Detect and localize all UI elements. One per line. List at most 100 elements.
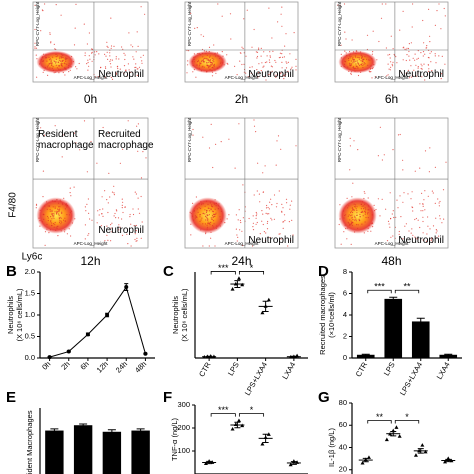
event-dot (421, 68, 423, 70)
event-dot (84, 52, 86, 54)
event-dot (91, 52, 93, 54)
event-dot (111, 191, 114, 193)
event-dot (283, 78, 285, 80)
event-dot (262, 191, 264, 193)
event-dot (439, 218, 441, 220)
event-dot (245, 72, 247, 74)
event-dot (405, 72, 407, 74)
event-dot (214, 215, 216, 217)
event-dot (73, 132, 75, 134)
event-dot (195, 76, 197, 78)
event-dot (116, 210, 118, 212)
event-dot (270, 217, 272, 219)
event-dot (424, 209, 426, 211)
event-dot (189, 211, 191, 213)
event-dot (345, 38, 347, 40)
event-dot (368, 209, 370, 211)
event-dot (351, 39, 353, 41)
event-dot (211, 64, 213, 66)
event-dot (356, 60, 358, 62)
event-dot (214, 69, 216, 71)
event-dot (268, 59, 270, 61)
event-dot (87, 234, 89, 236)
event-dot (441, 55, 443, 58)
event-dot (351, 217, 353, 219)
event-dot (59, 222, 61, 224)
event-dot (255, 223, 257, 225)
event-dot (140, 56, 142, 58)
error-bar (416, 317, 425, 326)
event-dot (419, 167, 421, 169)
panel-letter: C (163, 263, 174, 280)
event-dot (436, 230, 438, 232)
event-dot (66, 205, 68, 207)
event-dot (268, 208, 270, 210)
event-dot (219, 62, 222, 64)
event-dot (52, 69, 55, 71)
event-dot (121, 46, 123, 48)
error-bar (444, 353, 453, 356)
event-dot (438, 3, 440, 5)
event-dot (258, 193, 260, 195)
event-dot (47, 205, 49, 207)
event-dot (427, 70, 430, 72)
event-dot (192, 215, 194, 217)
event-dot (194, 215, 197, 217)
event-dot (364, 63, 366, 65)
significance-bracket (394, 420, 420, 424)
event-dot (431, 237, 433, 239)
event-dot (110, 66, 112, 68)
event-dot (62, 56, 64, 59)
event-dot (285, 61, 287, 63)
event-dot (115, 217, 117, 219)
event-dot (34, 4, 36, 6)
event-dot (68, 214, 70, 216)
event-dot (54, 125, 56, 127)
event-dot (348, 62, 350, 64)
event-dot (212, 166, 214, 169)
event-dot (210, 208, 212, 210)
flow-plot: RPC-CY7-Log_Height APC-Log_HeightNeutroph… (184, 1, 299, 83)
event-dot (414, 218, 416, 221)
event-dot (422, 232, 424, 234)
event-dot (429, 228, 431, 230)
event-dot (426, 74, 428, 76)
event-dot (353, 59, 355, 61)
event-dot (284, 219, 286, 222)
event-dot (211, 62, 213, 64)
event-dot (256, 57, 258, 59)
event-dot (122, 48, 124, 50)
event-dot (289, 208, 291, 210)
event-dot (241, 63, 243, 66)
event-dot (140, 195, 142, 198)
event-dot (367, 230, 369, 232)
event-dot (260, 55, 262, 57)
event-dot (347, 207, 349, 209)
event-dot (203, 57, 205, 60)
event-dot (412, 206, 414, 209)
event-dot (262, 172, 264, 174)
event-dot (219, 57, 221, 60)
event-dot (352, 62, 354, 64)
event-dot (423, 199, 425, 201)
event-dot (195, 196, 197, 198)
event-dot (209, 60, 211, 62)
event-dot (280, 148, 282, 150)
event-dot (214, 208, 216, 210)
event-dot (62, 203, 64, 205)
event-dot (52, 223, 55, 225)
event-dot (53, 60, 55, 62)
event-dot (258, 71, 260, 74)
event-dot (358, 64, 361, 67)
event-dot (370, 65, 372, 67)
event-dot (107, 46, 109, 49)
event-dot (44, 205, 46, 207)
event-dot (276, 202, 278, 205)
event-dot (355, 204, 357, 206)
event-dot (411, 191, 413, 193)
event-dot (52, 206, 54, 208)
event-dot (242, 47, 244, 50)
event-dot (405, 59, 407, 62)
event-dot (355, 220, 357, 222)
event-dot (423, 63, 425, 65)
